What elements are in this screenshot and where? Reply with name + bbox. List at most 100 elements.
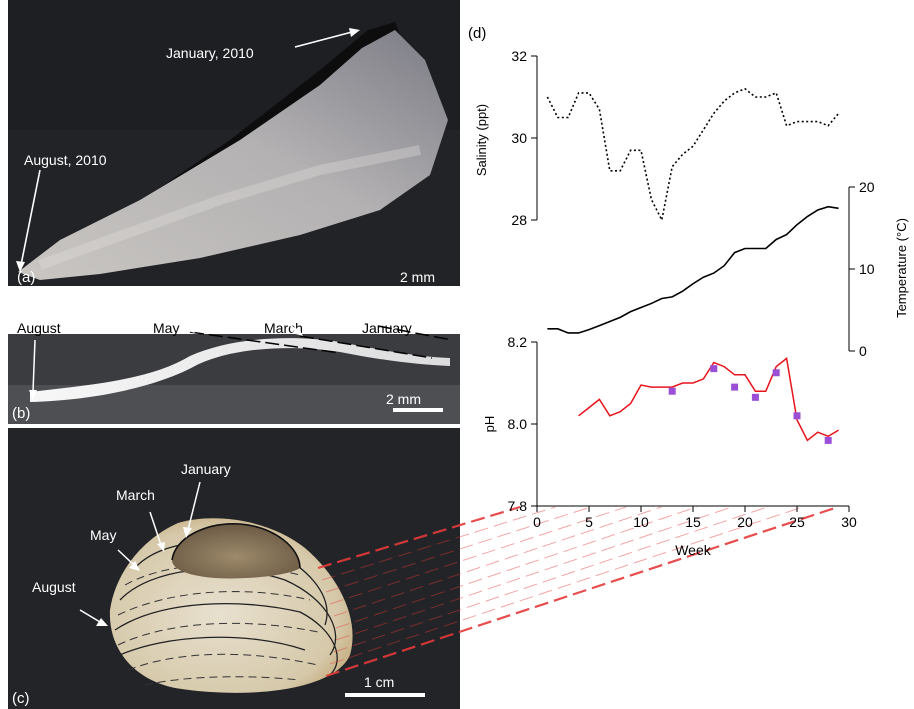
connector-line [329,506,627,605]
growth-line-march [299,335,433,359]
ph-marker [824,436,832,444]
x-tick-label: 20 [737,514,753,530]
x-tick-label: 0 [533,514,541,530]
march-arrowhead-c [157,542,165,552]
connector-line [333,506,768,653]
temperature-tick-0: 0 [859,343,867,359]
x-axis-label: Week [675,542,712,558]
growth-ring-4 [119,636,306,656]
may-arrow-c [117,549,135,566]
may-arrowhead-b [184,324,195,333]
panel-a-letter: (a) [17,269,35,286]
panel-c-letter: (c) [12,690,30,707]
panel-b-label-strip [8,288,460,334]
growth-ring-january [171,523,301,569]
label-january-b: January [362,320,412,336]
x-tick-label: 5 [585,514,593,530]
august-arrow-c [79,609,101,623]
scale-label-a: 2 mm [400,269,435,285]
panel-c: January March May August 1 cm (c) [8,428,460,709]
ph-tick-7.8: 7.8 [508,498,528,514]
august-arrowhead-b [29,390,37,400]
january-arrowhead-b [371,317,382,326]
label-march-c: March [116,487,155,503]
panel-b-letter: (b) [12,405,30,422]
shell-section-a [18,30,448,280]
shell-edge-band [18,22,400,270]
label-august-c: August [32,579,76,595]
august-arrow-a [20,169,41,266]
label-august-b: August [17,320,61,336]
ph-axis-label: pH [482,416,497,433]
scale-label-c: 1 cm [364,674,394,690]
may-arrowhead-c [129,561,140,571]
salinity-line [546,87,840,223]
connector-line [335,506,733,641]
connector-line [333,506,662,617]
ph-tick-8.2: 8.2 [508,334,528,350]
scale-label-b: 2 mm [386,391,421,407]
march-arrowhead-b [292,327,303,336]
panel-d: (d) 32 30 28 Salinity (ppt) 20 10 0 Temp… [468,25,909,558]
temperature-axis: 20 10 0 Temperature (°C) [848,179,909,359]
salinity-tick-30: 30 [511,130,527,146]
connector-line [321,506,556,581]
ph-axis: 8.2 8.0 7.8 pH [482,334,538,514]
connector-line [317,505,521,570]
label-may-b: May [153,320,179,336]
label-august-2010: August, 2010 [24,152,107,168]
ph-marker [731,383,739,391]
ph-marker [751,393,759,401]
salinity-tick-32: 32 [511,48,527,64]
temperature-tick-10: 10 [859,261,875,277]
temperature-series [547,205,839,334]
march-arrow-c [149,511,162,546]
x-tick-label: 10 [633,514,649,530]
temperature-axis-label: Temperature (°C) [894,218,909,318]
ph-series [578,357,839,444]
ph-marker [668,387,676,395]
may-arrow-b [177,319,189,329]
shell-section-b [30,338,450,402]
x-tick-label: 15 [685,514,701,530]
january-arrowhead-a [349,28,360,37]
ph-tick-8.0: 8.0 [508,416,528,432]
salinity-tick-28: 28 [511,212,527,228]
salinity-axis: 32 30 28 Salinity (ppt) [474,48,538,228]
connector-line [335,506,697,629]
growth-ring-3 [114,603,338,676]
connector-lines [317,505,839,678]
january-arrowhead-c [183,527,192,538]
august-arrowhead-a [16,261,25,272]
x-tick-label: 25 [789,514,805,530]
connector-line [329,506,803,665]
temperature-line [547,205,839,334]
ph-marker [793,412,801,420]
january-arrow-a [294,31,353,48]
salinity-axis-label: Salinity (ppt) [474,104,489,176]
scale-bar-b [393,408,443,412]
salinity-series [546,87,840,223]
ph-marker [772,369,780,377]
january-arrow-c [187,481,201,531]
connector-line [325,505,839,678]
august-arrowhead-c [96,618,108,626]
march-arrow-b [283,319,297,331]
shell-growth-line-a [38,145,421,270]
label-january-2010: January, 2010 [166,45,254,61]
panel-b: August May March January 2 mm (b) [8,288,460,424]
growth-ring-2 [119,568,337,656]
clam-umbo [172,523,300,579]
ph-marker [710,365,718,373]
x-tick-label: 30 [841,514,857,530]
panel-a: (a) January, 2010 August, 2010 2 mm [8,0,460,291]
scale-bar-c [345,693,425,697]
growth-line-january [377,325,453,341]
connector-line [325,506,591,593]
august-arrow-b [32,339,36,393]
panel-d-letter: (d) [468,25,486,42]
x-axis: 0 5 10 15 20 25 30 Week [533,505,857,558]
ph-line [578,357,839,442]
growth-line-may [189,331,341,354]
